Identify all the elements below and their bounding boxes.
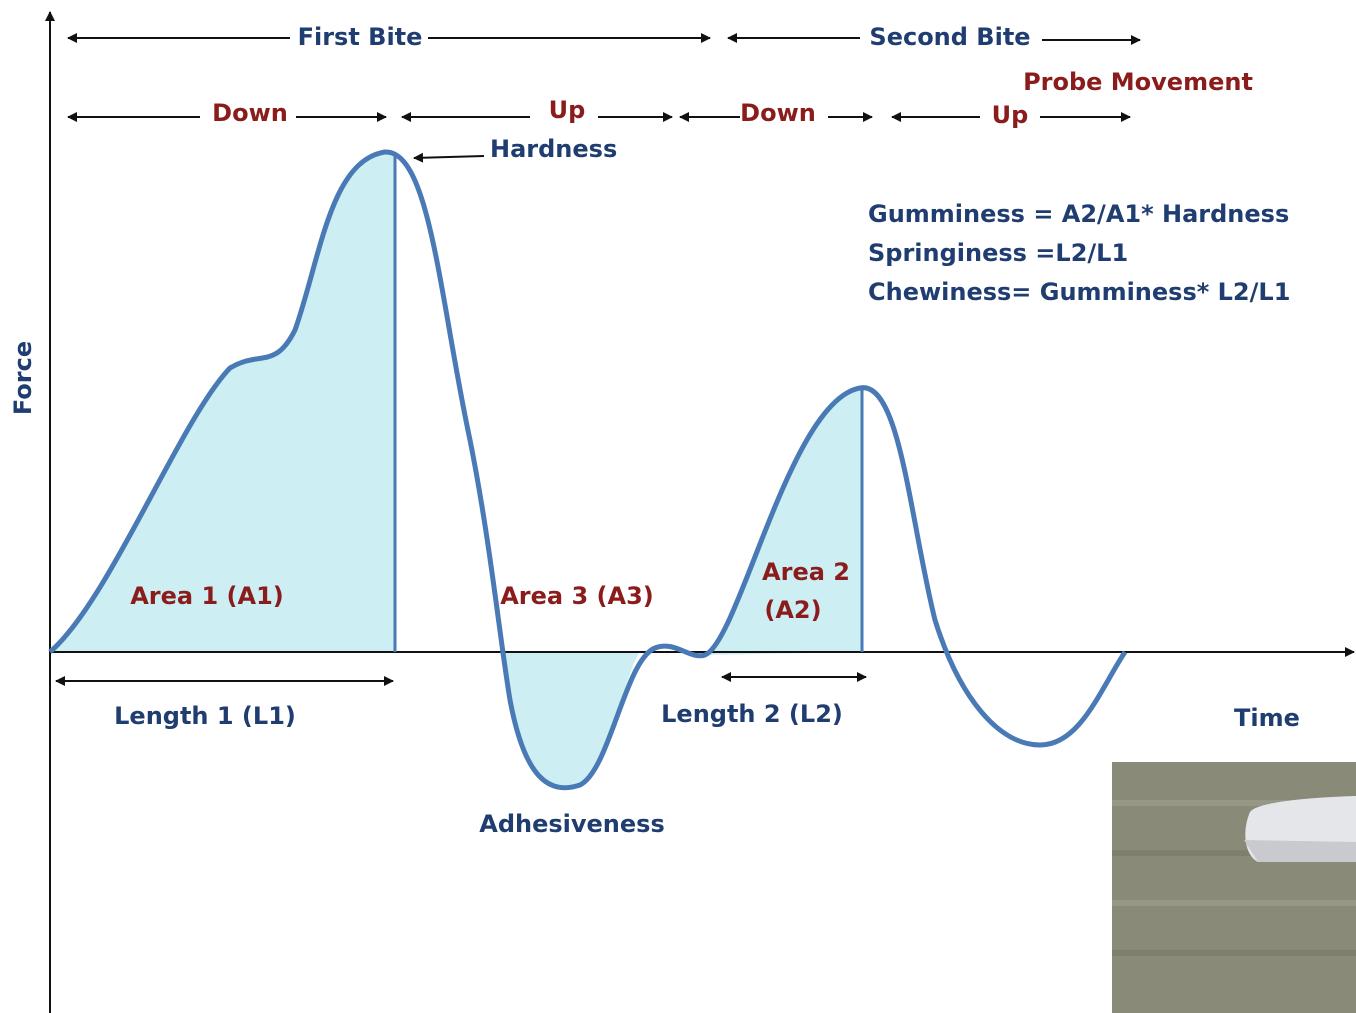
step-label: Up xyxy=(992,101,1029,129)
arrow xyxy=(413,152,485,163)
area-3-fill xyxy=(500,652,640,788)
step-label: Down xyxy=(212,99,288,127)
formula: Gumminess = A2/A1* Hardness xyxy=(868,200,1289,228)
hardness-label: Hardness xyxy=(490,135,617,163)
force-curve xyxy=(48,149,1128,791)
area-label: (A2) xyxy=(764,596,821,624)
first-bite: First Bite xyxy=(298,23,423,51)
step-label: Down xyxy=(740,99,816,127)
area-label: Area 3 (A3) xyxy=(500,582,654,610)
second-bite: Second Bite xyxy=(869,23,1030,51)
photo-inset xyxy=(1112,762,1356,1013)
length-label: Length 2 (L2) xyxy=(661,700,843,728)
formula: Chewiness= Gumminess* L2/L1 xyxy=(868,278,1290,306)
adhesiveness-label: Adhesiveness xyxy=(479,810,664,838)
x-axis-label: Time xyxy=(1234,704,1300,732)
step-label: Up xyxy=(549,96,586,124)
area-1-fill xyxy=(50,152,395,652)
length-label: Length 1 (L1) xyxy=(114,702,296,730)
probe-movement: Probe Movement xyxy=(1023,68,1253,96)
area-label: Area 1 (A1) xyxy=(130,582,284,610)
y-axis-label: Force xyxy=(9,341,37,415)
area-label: Area 2 xyxy=(762,558,850,586)
formula: Springiness =L2/L1 xyxy=(868,239,1128,267)
